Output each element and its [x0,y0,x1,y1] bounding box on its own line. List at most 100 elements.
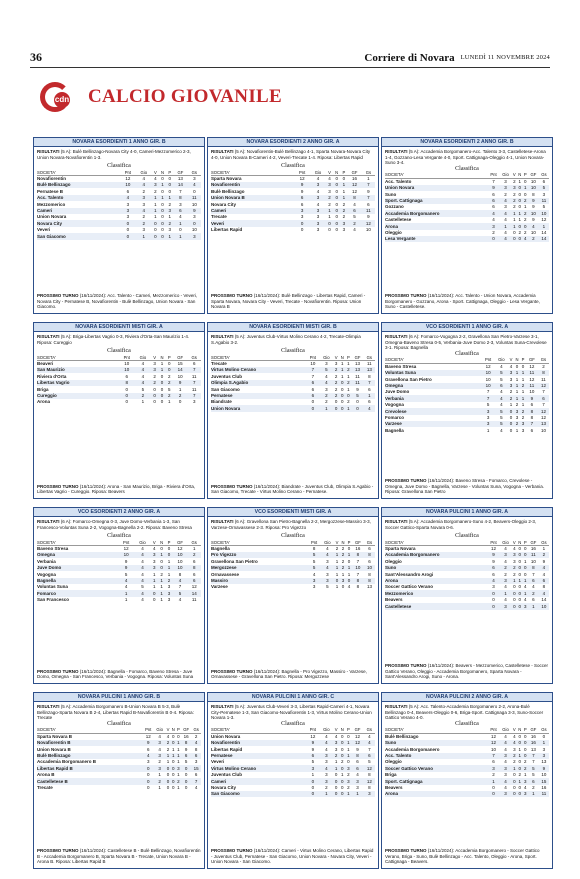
table-cell: Omegna [385,382,482,390]
table-cell: 8 [525,408,538,415]
table-cell: 2 [165,392,173,400]
table-cell: 11 [355,373,360,379]
table-cell: 15 [177,361,183,367]
table-cell: 3 [153,765,166,772]
column-header: SOCIETA' [385,357,482,364]
results-text: RISULTATI (6 A): Fomarco-Omegna 0-3, Juv… [37,519,192,530]
table-cell: Libertas Rapid B [37,765,143,772]
table-cell: 10 [363,564,375,572]
box-title: NOVARA PULCINI 1 ANNO GIR. B [34,693,204,702]
table-cell: 6 [530,427,534,433]
table-cell: 1 [166,233,174,240]
table-cell: 7 [487,752,500,760]
table-row: Gozzano 6 3 2 0 1 9 5 [385,204,549,210]
table-cell: 0 [522,564,528,572]
paper-masthead: Corriere di Novara LUNEDÌ 11 NOVEMBRE 20… [364,52,550,64]
table-cell: 5 [312,558,316,564]
table-cell: San Giacomo [211,790,307,798]
table-row: Acc. Talento 4 3 1 1 1 8 11 [37,194,201,202]
table-cell: 12 [123,546,129,552]
table-cell: 3 [168,227,172,233]
table-cell: 6 [194,772,198,778]
table-cell: 2 [326,194,333,202]
table-cell: 9 [367,214,370,220]
table-cell: 7 [363,379,375,387]
table-cell: 12 [529,376,535,382]
table-cell: 3 [492,584,495,590]
table-cell: 0 [516,603,523,610]
column-header: V [151,354,159,362]
table-cell: 1 [160,597,163,603]
table-cell: 1 [346,564,352,572]
page-header: 36 Corriere di Novara LUNEDÌ 11 NOVEMBRE… [30,48,550,68]
table-cell: 0 [153,399,156,405]
standings-box: NOVARA ESORDIENTI 2 ANNO GIR. A RISULTATI… [207,137,379,314]
table-cell: 4 [538,590,549,597]
table-cell: 4 [316,176,320,182]
table-cell: 16 [541,784,547,790]
table-cell: 6 [300,201,304,207]
table-cell: 1 [153,571,156,577]
table-cell: 1 [334,564,340,572]
column-header: Pnt [481,357,495,364]
table-cell: 4 [532,584,535,590]
table-cell: 0 [339,392,346,400]
table-cell: 13 [351,367,364,374]
table-cell: Soccer Gattico Verano [385,584,434,590]
table-cell: 8 [537,369,549,377]
table-cell: 0 [125,399,128,405]
table-cell: 0 [516,223,523,230]
table-row: Bulè Bellinzago 10 4 3 1 0 14 4 [37,182,201,189]
standings-grid: NOVARA ESORDIENTI 1 ANNO GIR. B RISULTATI… [33,137,553,869]
table-cell: 0 [161,227,164,233]
table-cell: Juventus Club [211,772,243,778]
table-cell: 2 [341,759,344,765]
table-cell: 0 [171,734,175,740]
table-cell: 3 [320,577,335,585]
table-cell: 1 [516,210,523,217]
table-cell: 0 [524,179,527,185]
table-cell: 7 [311,373,315,379]
table-cell: 0 [167,546,171,552]
table-cell: 1 [347,571,351,577]
table-cell: Bulè Bellinzago [37,182,121,189]
table-row: Varzese 3 5 0 2 3 7 13 [385,420,549,428]
table-cell: 4 [154,176,157,182]
table-row: Verbania 9 4 3 0 1 10 6 [37,558,201,564]
classifica-label: Classifica [281,163,305,169]
table-cell: 1 [345,752,352,760]
table-cell: 13 [541,759,547,765]
table-cell: 0 [341,746,344,752]
table-cell: 4 [499,197,512,205]
table-cell: 1 [151,207,159,215]
column-header: SOCIETA' [211,539,308,547]
table-cell: 0 [171,784,175,790]
column-header: Pnt [306,354,320,362]
table-cell: Massiro [211,577,308,585]
table-cell: 6 [492,204,495,210]
table-cell: 0 [179,227,182,233]
table-cell: 4 [504,759,507,765]
table-cell: 0 [509,427,513,433]
column-header: P [345,354,352,362]
table-cell: 0 [518,597,522,603]
table-cell: 1 [175,739,181,747]
table-cell: 1 [509,402,513,408]
table-cell: 4 [320,552,335,559]
table-cell: 1 [518,179,522,185]
table-cell: 4 [134,379,152,387]
column-header: V [151,169,159,177]
table-cell: Voluntas Suna [37,584,68,590]
table-cell: 6 [492,571,495,577]
next-round-text: PROSSIMO TURNO (16/11/2024): Bulè Bellin… [211,293,366,310]
table-cell: 3 [316,227,320,233]
table-cell: 3 [146,759,150,765]
table-cell: 7 [356,571,360,577]
table-cell: 7 [306,367,320,374]
table-cell: 0 [516,564,523,572]
column-header: N [157,539,166,547]
table-cell: 1 [347,373,350,379]
